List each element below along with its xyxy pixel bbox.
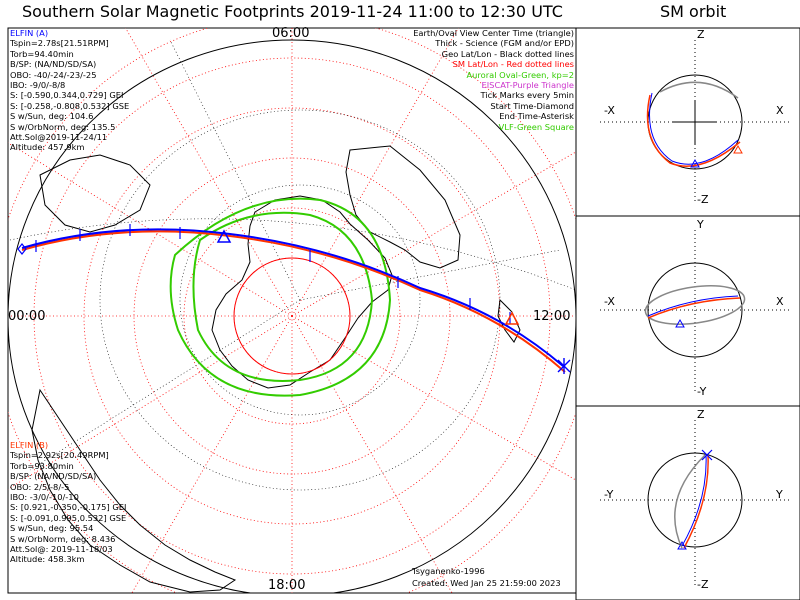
auroral-oval <box>169 197 392 397</box>
sm-axis-label: -Y <box>604 488 614 501</box>
sm-panel-xy <box>600 230 790 392</box>
australia-coastline <box>345 145 461 269</box>
model-credit: Tsyganenko-1996 <box>412 566 485 576</box>
legend-item: Tick Marks every 5min <box>480 90 574 101</box>
elfin-a-line: Torb=94.40min <box>10 48 74 59</box>
elfin-b-line: OBO: 2/5/-8/-5 <box>10 481 70 492</box>
elfin-b-line: Att.Sol@: 2019-11-18/03 <box>10 543 113 554</box>
elfin-a-footprint-track <box>21 228 564 367</box>
legend-item: Geo Lat/Lon - Black dotted lines <box>441 48 574 59</box>
earth-limb <box>8 39 576 593</box>
elfin-a-line: S w/OrbNorm, deg: 135.5 <box>10 121 116 132</box>
elfin-b-line: IBO: -3/0/-10/-10 <box>10 491 79 502</box>
elfin-a-line: S w/Sun, deg: 104.6 <box>10 111 94 122</box>
elfin-b-view-center-triangle <box>504 311 520 325</box>
sm-axis-label: -Z <box>697 193 709 206</box>
end-asterisk <box>557 358 571 374</box>
mlt-label-bottom: 18:00 <box>268 578 306 593</box>
elfin-b-line: S w/Sun, deg: 95.54 <box>10 523 94 534</box>
south-america-coastline <box>31 388 237 593</box>
elfin-b-line: S: [0.921,-0.350,-0.175] GEI <box>10 502 127 513</box>
sm-axis-label: -Y <box>697 385 707 398</box>
elfin-a-line: Tspin=2.78s[21.51RPM] <box>10 38 109 49</box>
legend-item: End Time-Asterisk <box>499 111 574 122</box>
antarctica-coastline <box>211 195 393 389</box>
elfin-a-line: B/SP: (NA/ND/SD/SA) <box>10 59 97 70</box>
sm-axis-label: Y <box>776 488 783 501</box>
legend-item: VLF-Green Square <box>498 121 574 132</box>
sm-orbit-title: SM orbit <box>660 2 727 21</box>
sm-axis-label: Z <box>697 408 705 421</box>
sm-panel-xz <box>600 40 790 203</box>
elfin-a-line: Altitude: 457.9km <box>10 142 85 153</box>
polar-map <box>8 28 576 593</box>
page-title: Southern Solar Magnetic Footprints 2019-… <box>22 2 563 21</box>
mlt-label-right: 12:00 <box>533 309 571 324</box>
legend-item: Auroral Oval-Green, kp=2 <box>466 69 574 80</box>
sm-axis-label: -X <box>604 295 615 308</box>
sm-axis-label: X <box>776 104 784 117</box>
legend-item: EISCAT-Purple Triangle <box>481 79 574 90</box>
sm-panel-xy-frame <box>575 215 800 407</box>
elfin-a-line: OBO: -40/-24/-23/-25 <box>10 69 97 80</box>
legend-item: Start Time-Diamond <box>490 100 574 111</box>
elfin-a-info: ELFIN (A) Tspin=2.78s[21.51RPM] Torb=94.… <box>10 28 129 153</box>
elfin-b-name: ELFIN (B) <box>10 440 49 450</box>
created-timestamp: Created: Wed Jan 25 21:59:00 2023 <box>412 578 561 588</box>
elfin-b-line: Altitude: 458.3km <box>10 554 85 565</box>
elfin-a-line: S: [-0.590,0.344,0.729] GEI <box>10 90 124 101</box>
sm-panel-yz-frame <box>575 405 800 600</box>
mlt-label-top: 06:00 <box>272 26 310 41</box>
elfin-b-line: S: [-0.091,0.995,0.532] GSE <box>10 512 127 523</box>
sm-axis-label: X <box>776 295 784 308</box>
elfin-b-line: B/SP: (NA/ND/SD/SA) <box>10 471 97 482</box>
sm-axis-label: Y <box>697 218 704 231</box>
legend-item: Thick - Science (FGM and/or EPD) <box>435 38 574 49</box>
mlt-label-left: 00:00 <box>8 309 46 324</box>
elfin-a-view-center-triangle <box>216 229 232 243</box>
elfin-a-line: Att.Sol@2019-11-24/11 <box>10 131 108 142</box>
sm-axis-label: -X <box>604 104 615 117</box>
legend: Earth/Oval View Center Time (triangle) T… <box>413 28 574 132</box>
africa-coastline <box>39 154 151 233</box>
sm-axis-label: Z <box>697 28 705 41</box>
sm-lon-spokes <box>8 28 576 593</box>
elfin-b-line: Tspin=2.92s[20.49RPM] <box>10 450 109 461</box>
sm-orbit-panels <box>575 27 800 600</box>
start-diamond <box>17 243 27 255</box>
elfin-b-info: ELFIN (B) Tspin=2.92s[20.49RPM] Torb=93.… <box>10 440 126 565</box>
elfin-a-name: ELFIN (A) <box>10 28 49 38</box>
elfin-b-line: Torb=93.80min <box>10 460 74 471</box>
legend-item: SM Lat/Lon - Red dotted lines <box>452 59 574 70</box>
legend-item: Earth/Oval View Center Time (triangle) <box>413 28 574 38</box>
elfin-b-footprint-track <box>21 230 566 373</box>
track-ticks <box>35 224 511 324</box>
sm-axis-label: -Z <box>697 578 709 591</box>
elfin-b-line: S w/OrbNorm, deg: 8.436 <box>10 533 116 544</box>
elfin-a-line: IBO: -9/0/-8/8 <box>10 79 66 90</box>
sm-panel-yz <box>600 420 790 585</box>
elfin-a-line: S: [-0.258,-0.808,0.532] GSE <box>10 100 130 111</box>
sm-inner-circle <box>233 257 351 375</box>
